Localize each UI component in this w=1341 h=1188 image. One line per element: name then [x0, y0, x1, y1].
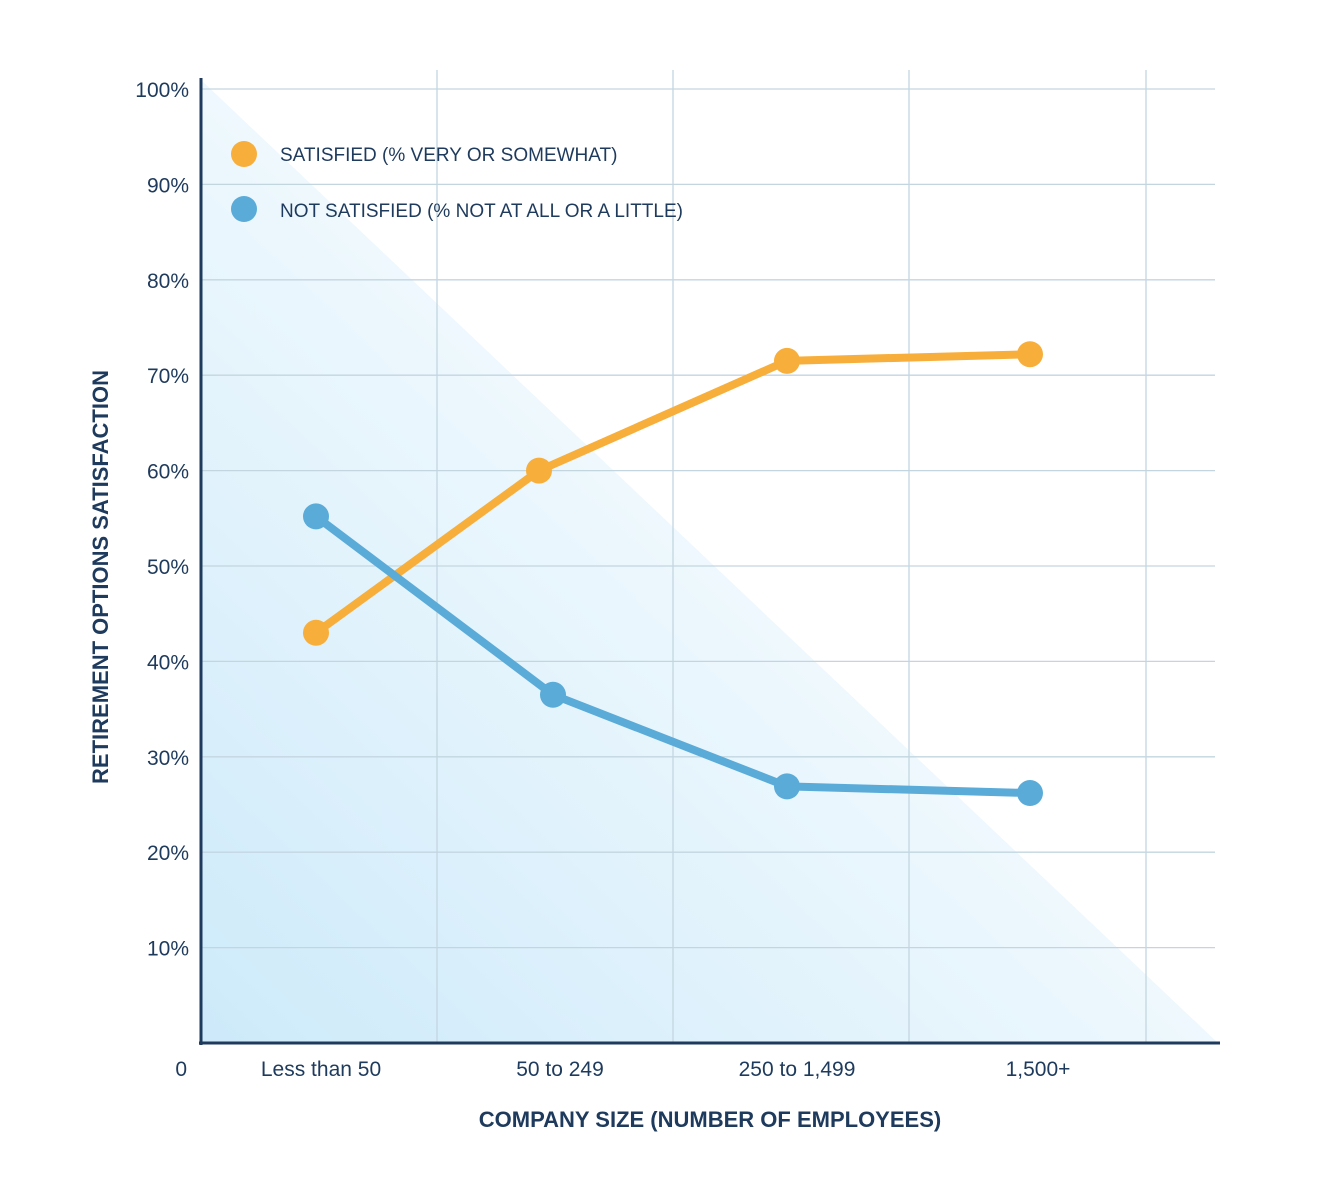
y-tick-label: 30% [147, 747, 189, 770]
legend: SATISFIED (% VERY OR SOMEWHAT) NOT SATIS… [231, 141, 683, 222]
x-tick-label: 250 to 1,499 [739, 1058, 856, 1081]
legend-marker-not-satisfied [231, 196, 257, 222]
series-line [312, 350, 1034, 637]
y-tick-label: 40% [147, 651, 189, 674]
data-point [774, 347, 800, 374]
x-tick-label: 1,500+ [1006, 1058, 1071, 1081]
origin-label: 0 [175, 1058, 187, 1081]
grid [201, 70, 1215, 1043]
y-tick-labels: 10% 20% 30% 40% 50% 60% 70% 80% 90% 100% [135, 79, 189, 961]
legend-label-satisfied: SATISFIED (% VERY OR SOMEWHAT) [280, 145, 617, 166]
y-tick-label: 10% [147, 938, 189, 961]
data-point [303, 619, 329, 646]
y-tick-label: 20% [147, 842, 189, 865]
data-point [1017, 780, 1043, 807]
series-line [312, 512, 1034, 798]
y-tick-label: 60% [147, 461, 189, 484]
data-point [303, 503, 329, 530]
data-point [1017, 341, 1043, 368]
y-tick-label: 100% [135, 79, 189, 102]
x-axis-title: COMPANY SIZE (NUMBER OF EMPLOYEES) [479, 1107, 941, 1132]
data-point [526, 457, 552, 484]
legend-label-not-satisfied: NOT SATISFIED (% NOT AT ALL OR A LITTLE) [280, 201, 683, 222]
data-point [774, 773, 800, 800]
x-tick-label: Less than 50 [261, 1058, 381, 1081]
background-gradient [201, 80, 1218, 1043]
y-tick-label: 50% [147, 556, 189, 579]
data-point [540, 681, 566, 708]
y-axis-title: RETIREMENT OPTIONS SATISFACTION [88, 370, 113, 784]
x-tick-labels: Less than 50 50 to 249 250 to 1,499 1,500+ [261, 1058, 1071, 1081]
legend-marker-satisfied [231, 141, 257, 167]
series [303, 341, 1043, 807]
y-tick-label: 80% [147, 270, 189, 293]
y-tick-label: 90% [147, 174, 189, 197]
y-tick-label: 70% [147, 365, 189, 388]
x-tick-label: 50 to 249 [516, 1058, 604, 1081]
